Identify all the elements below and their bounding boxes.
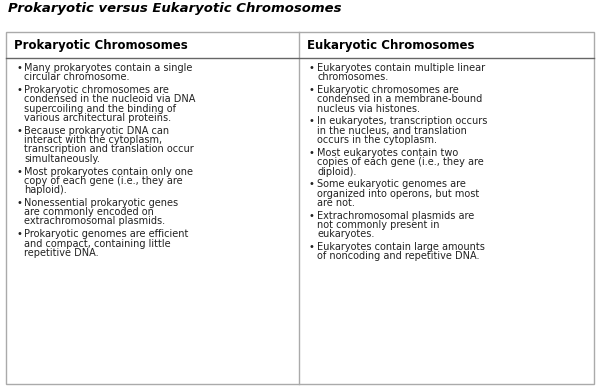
Text: various architectural proteins.: various architectural proteins.: [24, 113, 171, 123]
Text: •: •: [309, 179, 315, 189]
Text: transcription and translation occur: transcription and translation occur: [24, 144, 194, 154]
Text: simultaneously.: simultaneously.: [24, 154, 100, 164]
Text: copies of each gene (i.e., they are: copies of each gene (i.e., they are: [317, 157, 484, 167]
Text: •: •: [309, 85, 315, 95]
Text: •: •: [16, 63, 22, 73]
Text: Prokaryotic chromosomes are: Prokaryotic chromosomes are: [24, 85, 169, 95]
Text: Nonessential prokaryotic genes: Nonessential prokaryotic genes: [24, 198, 178, 208]
Text: haploid).: haploid).: [24, 185, 67, 195]
Text: diploid).: diploid).: [317, 167, 356, 177]
Text: Prokaryotic versus Eukaryotic Chromosomes: Prokaryotic versus Eukaryotic Chromosome…: [8, 2, 341, 15]
Text: Prokaryotic genomes are efficient: Prokaryotic genomes are efficient: [24, 229, 188, 239]
Text: eukaryotes.: eukaryotes.: [317, 229, 374, 239]
Text: Some eukaryotic genomes are: Some eukaryotic genomes are: [317, 179, 466, 189]
Text: Because prokaryotic DNA can: Because prokaryotic DNA can: [24, 126, 169, 136]
Text: Eukaryotic chromosomes are: Eukaryotic chromosomes are: [317, 85, 459, 95]
Text: Many prokaryotes contain a single: Many prokaryotes contain a single: [24, 63, 193, 73]
Text: Most prokaryotes contain only one: Most prokaryotes contain only one: [24, 167, 193, 177]
Text: not commonly present in: not commonly present in: [317, 220, 439, 230]
Text: of noncoding and repetitive DNA.: of noncoding and repetitive DNA.: [317, 252, 479, 261]
Text: circular chromosome.: circular chromosome.: [24, 72, 130, 82]
Text: condensed in the nucleoid via DNA: condensed in the nucleoid via DNA: [24, 94, 196, 105]
Text: condensed in a membrane-bound: condensed in a membrane-bound: [317, 94, 482, 105]
Text: •: •: [16, 126, 22, 136]
Text: •: •: [16, 85, 22, 95]
Text: nucleus via histones.: nucleus via histones.: [317, 104, 420, 114]
Text: •: •: [309, 148, 315, 158]
Text: Eukaryotes contain multiple linear: Eukaryotes contain multiple linear: [317, 63, 485, 73]
Text: occurs in the cytoplasm.: occurs in the cytoplasm.: [317, 135, 437, 145]
Text: •: •: [309, 242, 315, 252]
Text: and compact, containing little: and compact, containing little: [24, 239, 170, 248]
Text: repetitive DNA.: repetitive DNA.: [24, 248, 98, 258]
Text: In eukaryotes, transcription occurs: In eukaryotes, transcription occurs: [317, 117, 487, 126]
Text: •: •: [16, 198, 22, 208]
Text: •: •: [16, 167, 22, 177]
Text: Most eukaryotes contain two: Most eukaryotes contain two: [317, 148, 458, 158]
Text: Eukaryotes contain large amounts: Eukaryotes contain large amounts: [317, 242, 485, 252]
Text: interact with the cytoplasm,: interact with the cytoplasm,: [24, 135, 162, 145]
Text: organized into operons, but most: organized into operons, but most: [317, 189, 479, 199]
Text: copy of each gene (i.e., they are: copy of each gene (i.e., they are: [24, 176, 182, 186]
Text: Extrachromosomal plasmids are: Extrachromosomal plasmids are: [317, 211, 474, 221]
Text: chromosomes.: chromosomes.: [317, 72, 388, 82]
Text: Prokaryotic Chromosomes: Prokaryotic Chromosomes: [14, 39, 188, 51]
Text: •: •: [309, 211, 315, 221]
Text: •: •: [309, 63, 315, 73]
Text: extrachromosomal plasmids.: extrachromosomal plasmids.: [24, 216, 165, 227]
Text: are not.: are not.: [317, 198, 355, 208]
Text: •: •: [16, 229, 22, 239]
Text: in the nucleus, and translation: in the nucleus, and translation: [317, 126, 467, 136]
Text: •: •: [309, 117, 315, 126]
Text: are commonly encoded on: are commonly encoded on: [24, 207, 154, 217]
Text: Eukaryotic Chromosomes: Eukaryotic Chromosomes: [307, 39, 475, 51]
Text: supercoiling and the binding of: supercoiling and the binding of: [24, 104, 176, 114]
